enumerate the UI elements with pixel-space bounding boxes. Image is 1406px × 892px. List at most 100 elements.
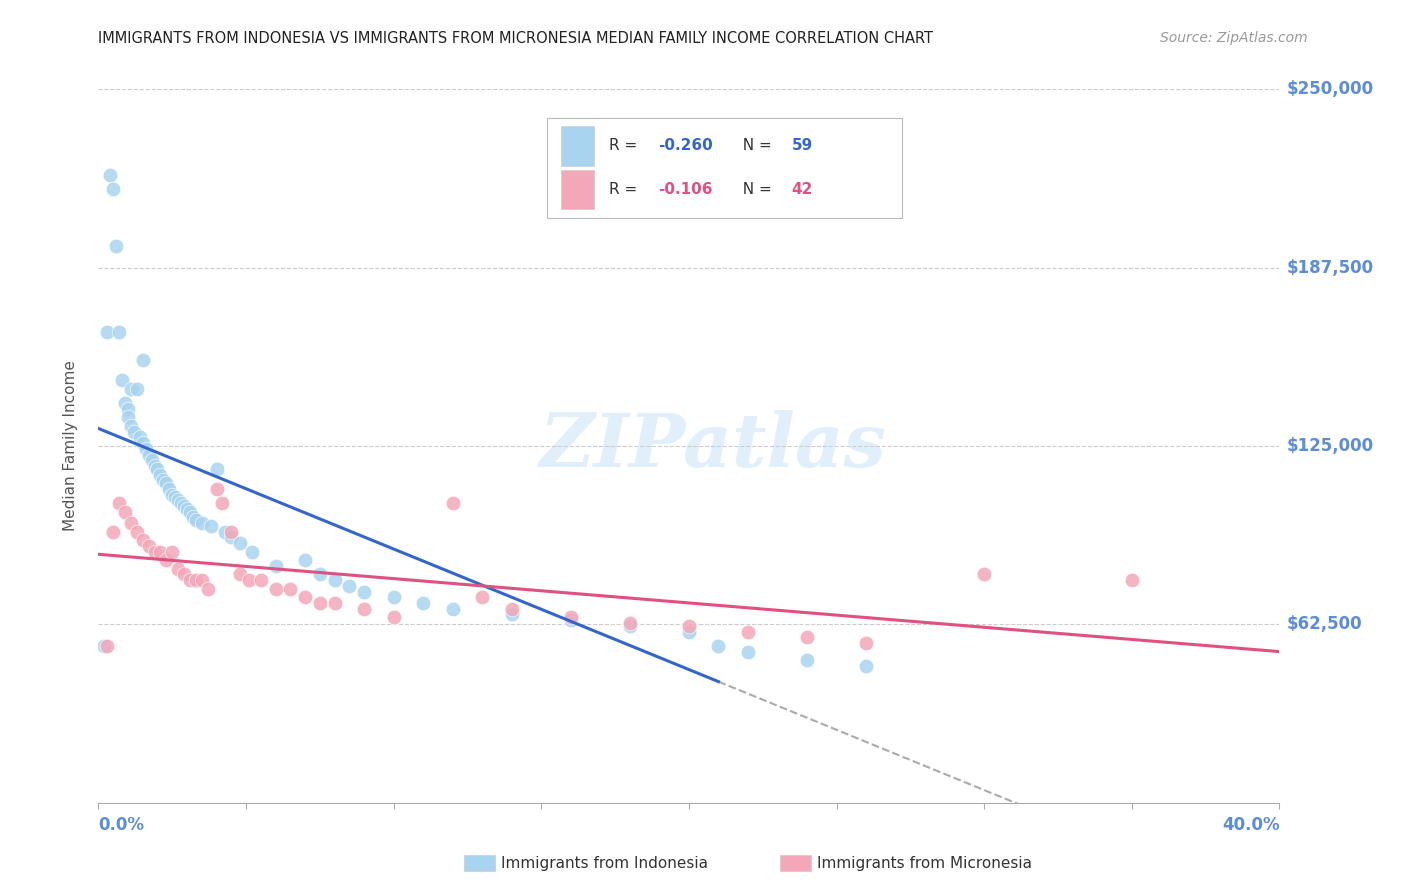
Point [219,530,242,544]
Point [973,567,995,582]
Point [114,505,136,519]
Point [103,524,125,539]
Text: 40.0%: 40.0% [1222,816,1279,834]
Point [162,544,183,558]
Point [214,524,236,539]
Point [323,573,346,587]
Text: IMMIGRANTS FROM INDONESIA VS IMMIGRANTS FROM MICRONESIA MEDIAN FAMILY INCOME COR: IMMIGRANTS FROM INDONESIA VS IMMIGRANTS … [98,31,934,46]
Text: N =: N = [733,182,776,197]
Point [353,584,375,599]
Point [135,442,157,456]
Point [240,544,263,558]
Point [229,567,252,582]
Point [122,425,145,439]
Point [157,482,180,496]
Point [143,544,166,558]
Text: -0.106: -0.106 [658,182,713,197]
Point [120,382,142,396]
Point [264,558,287,573]
FancyBboxPatch shape [561,127,595,166]
Point [309,596,332,610]
FancyBboxPatch shape [547,118,901,218]
Point [155,476,177,491]
Point [678,624,700,639]
Point [412,596,434,610]
Point [120,516,142,530]
Point [138,448,160,462]
Text: ZIPatlas: ZIPatlas [538,409,886,483]
Point [619,619,641,633]
Text: $62,500: $62,500 [1286,615,1362,633]
Point [294,591,316,605]
Point [132,353,155,368]
Point [176,501,198,516]
Point [353,601,375,615]
Point [200,519,222,533]
Point [132,436,155,450]
Point [501,601,523,615]
Point [1121,573,1143,587]
Text: $250,000: $250,000 [1286,80,1374,98]
Point [117,410,139,425]
Point [181,510,204,524]
Point [707,639,730,653]
Point [238,573,260,587]
Point [152,473,174,487]
Point [184,573,207,587]
Point [125,382,148,396]
Text: R =: R = [609,182,641,197]
Point [120,419,142,434]
Point [737,624,759,639]
Text: $187,500: $187,500 [1286,259,1374,277]
Point [205,462,228,476]
Point [167,562,190,576]
Point [125,524,148,539]
Point [98,168,121,182]
Point [382,610,405,624]
Point [132,533,155,548]
Y-axis label: Median Family Income: Median Family Income [63,360,77,532]
Point [103,182,125,196]
Point [619,615,641,630]
Point [96,325,118,339]
Point [471,591,494,605]
Point [501,607,523,622]
Point [337,579,360,593]
Point [184,513,207,527]
Point [146,462,169,476]
Point [179,505,201,519]
Point [250,573,273,587]
Point [441,601,464,615]
Point [179,573,201,587]
Point [111,373,134,387]
Point [141,453,163,467]
Point [737,644,759,658]
Point [855,658,877,673]
Text: 0.0%: 0.0% [98,816,145,834]
Point [855,636,877,650]
Text: Source: ZipAtlas.com: Source: ZipAtlas.com [1160,31,1308,45]
Point [323,596,346,610]
Point [114,396,136,410]
Point [294,553,316,567]
Text: $125,000: $125,000 [1286,437,1374,455]
Point [96,639,118,653]
Point [167,493,190,508]
Point [441,496,464,510]
Text: Immigrants from Micronesia: Immigrants from Micronesia [817,856,1032,871]
Point [170,496,193,510]
Point [117,401,139,416]
Point [173,567,195,582]
FancyBboxPatch shape [561,169,595,209]
Text: -0.260: -0.260 [658,138,713,153]
Point [219,524,242,539]
Point [560,613,582,627]
Point [162,487,183,501]
Point [278,582,302,596]
Point [138,539,160,553]
Point [165,491,187,505]
Text: 59: 59 [792,138,813,153]
Point [796,630,818,644]
Point [128,430,150,444]
Point [382,591,405,605]
